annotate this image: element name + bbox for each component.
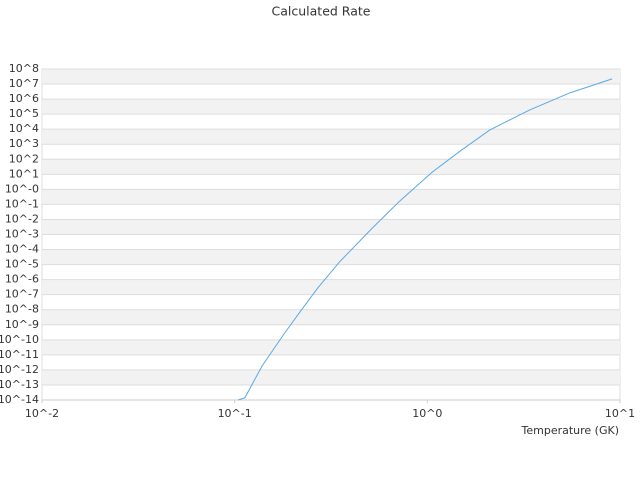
grid-band — [42, 309, 620, 325]
grid-band — [42, 129, 620, 145]
y-tick-label: 10^-8 — [5, 303, 39, 316]
grid-band — [42, 339, 620, 355]
y-tick-label: 10^4 — [9, 122, 39, 135]
x-tick-label: 10^1 — [605, 407, 635, 420]
y-tick-label: 10^8 — [9, 62, 39, 75]
grid-band — [42, 369, 620, 385]
y-tick-label: 10^-9 — [5, 318, 39, 331]
y-tick-label: 10^-2 — [5, 212, 39, 225]
y-tick-label: 10^-5 — [5, 258, 39, 271]
y-tick-label: 10^3 — [9, 137, 39, 150]
y-tick-label: 10^6 — [9, 92, 39, 105]
y-tick-label: 10^-11 — [0, 348, 39, 361]
data-line — [237, 78, 613, 401]
grid-band — [42, 249, 620, 265]
y-tick-label: 10^-7 — [5, 288, 39, 301]
y-tick-label: 10^-0 — [5, 182, 39, 195]
y-tick-label: 10^-1 — [5, 197, 39, 210]
y-tick-label: 10^7 — [9, 77, 39, 90]
y-tick-label: 10^-6 — [5, 273, 39, 286]
y-tick-label: 10^2 — [9, 152, 39, 165]
chart-title: Calculated Rate — [272, 4, 371, 19]
x-tick-label: 10^-2 — [25, 407, 59, 420]
y-tick-label: 10^5 — [9, 107, 39, 120]
grid-band — [42, 69, 620, 85]
y-tick-label: 10^-3 — [5, 228, 39, 241]
x-tick-label: 10^-1 — [218, 407, 252, 420]
y-tick-label: 10^-4 — [5, 243, 39, 256]
grid-band — [42, 99, 620, 115]
y-tick-label: 10^-12 — [0, 363, 39, 376]
y-tick-label: 10^1 — [9, 167, 39, 180]
y-tick-label: 10^-14 — [0, 393, 39, 406]
grid-band — [42, 219, 620, 235]
y-tick-label: 10^-10 — [0, 333, 39, 346]
x-tick-label: 10^0 — [412, 407, 442, 420]
x-axis-label: Temperature (GK) — [521, 424, 620, 437]
grid-band — [42, 189, 620, 205]
grid-band — [42, 159, 620, 175]
y-tick-label: 10^-13 — [0, 378, 39, 391]
grid-band — [42, 279, 620, 295]
